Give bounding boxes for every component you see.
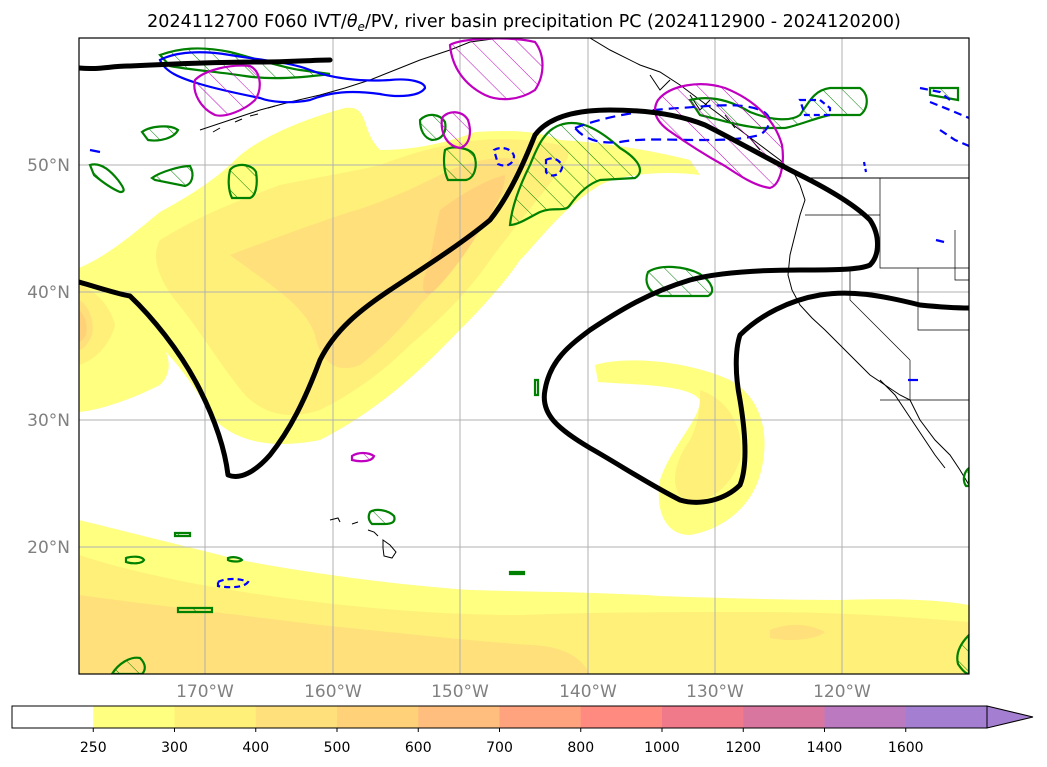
colorbar-label: 800 — [567, 740, 594, 756]
green-contour-sw1 — [176, 606, 214, 614]
ivt-fill-400-se — [770, 624, 825, 640]
blue-contour-dash-ne — [919, 86, 969, 148]
magenta-contour-hi — [350, 451, 376, 463]
ivt-contour-main — [79, 107, 969, 505]
longitude-labels: 170°W 160°W 150°W 140°W 130°W 120°W — [176, 682, 871, 702]
colorbar-swatches — [12, 706, 988, 728]
blue-contour-nv — [935, 238, 945, 244]
alaska-islands — [212, 105, 276, 133]
colorbar-extend-arrow — [986, 705, 1034, 729]
green-contour-w4 — [140, 125, 180, 142]
lat-label: 30°N — [27, 411, 70, 431]
colorbar-swatch — [662, 706, 744, 728]
magenta-contours — [193, 38, 784, 463]
colorbar-label: 600 — [405, 740, 432, 756]
colorbar-swatch — [174, 706, 257, 728]
lon-label: 140°W — [559, 682, 617, 702]
us-west-coast — [787, 184, 969, 486]
blue-contour-w — [89, 148, 101, 154]
figure-title: 2024112700 F060 IVT/θe/PV, river basin p… — [147, 12, 901, 34]
green-contour-plume — [508, 121, 642, 227]
latitude-labels: 50°N 40°N 30°N 20°N — [27, 156, 70, 558]
lon-label: 150°W — [431, 682, 489, 702]
colorbar-label: 1000 — [644, 740, 680, 756]
colorbar-swatch — [255, 706, 338, 728]
green-contour-w2 — [150, 164, 194, 188]
green-contour-w1 — [88, 163, 125, 194]
blue-contour-dash-2 — [544, 157, 564, 177]
colorbar-label: 400 — [242, 740, 269, 756]
us-state-lines — [805, 178, 969, 401]
colorbar-swatch — [824, 706, 907, 728]
colorbar-swatch — [743, 706, 825, 728]
colorbar: 250 300 400 500 600 700 800 1000 1200 1400 1600 — [11, 705, 1034, 756]
lon-label: 170°W — [176, 682, 234, 702]
colorbar-label: 1600 — [888, 740, 924, 756]
lon-label: 120°W — [813, 682, 871, 702]
magenta-contour-gulf-ak — [193, 64, 261, 117]
lat-label: 50°N — [27, 156, 70, 176]
green-contour-sw3 — [226, 556, 244, 563]
colorbar-labels: 250 300 400 500 600 700 800 1000 1200 1400 1600 — [80, 728, 924, 756]
colorbar-label: 1200 — [725, 740, 761, 756]
colorbar-label: 700 — [486, 740, 513, 756]
ivt-fill-400-south — [79, 595, 590, 674]
colorbar-swatch — [580, 706, 663, 728]
lon-label: 130°W — [686, 682, 744, 702]
colorbar-swatch — [499, 706, 582, 728]
baja-coast — [879, 379, 946, 469]
magenta-contour-bc — [654, 83, 784, 190]
green-contour-hi — [367, 508, 396, 526]
ivt-contour-north — [79, 57, 333, 72]
ivt-fill-300-tail — [674, 390, 741, 501]
green-contour-sw2 — [124, 555, 146, 565]
map-frame — [78, 37, 970, 675]
colorbar-swatch — [337, 706, 419, 728]
ivt-fill-300-west — [79, 285, 115, 365]
ivt-shading — [79, 107, 969, 674]
ivt-fill-500-plume — [423, 175, 505, 295]
ivt-fill-500-w — [79, 310, 87, 342]
green-contour-e — [962, 466, 969, 488]
lat-label: 40°N — [27, 283, 70, 303]
colorbar-swatch — [418, 706, 500, 728]
green-contour-sw4 — [110, 656, 146, 674]
hawaii-islands — [329, 517, 397, 559]
colorbar-label: 1400 — [807, 740, 843, 756]
blue-contour-dash-1 — [492, 146, 516, 167]
colorbar-swatch — [93, 706, 175, 728]
lat-label: 20°N — [27, 538, 70, 558]
blue-contour-dash-3 — [216, 577, 250, 589]
magenta-contour-sm — [440, 111, 471, 150]
green-contour-misc3 — [173, 531, 192, 538]
colorbar-label: 300 — [161, 740, 188, 756]
colorbar-swatch — [12, 706, 94, 728]
blue-contour-dash-pnw — [862, 161, 868, 173]
green-contour-n2 — [442, 146, 477, 182]
lon-label: 160°W — [304, 682, 362, 702]
green-contour-misc1 — [533, 378, 540, 397]
ivt-black-contours — [79, 57, 969, 505]
colorbar-label: 250 — [80, 740, 107, 756]
map-panel — [78, 37, 970, 675]
green-contour-misc2 — [508, 570, 526, 576]
green-contour-w3 — [227, 163, 258, 200]
colorbar-swatch — [905, 706, 988, 728]
colorbar-label: 500 — [324, 740, 351, 756]
